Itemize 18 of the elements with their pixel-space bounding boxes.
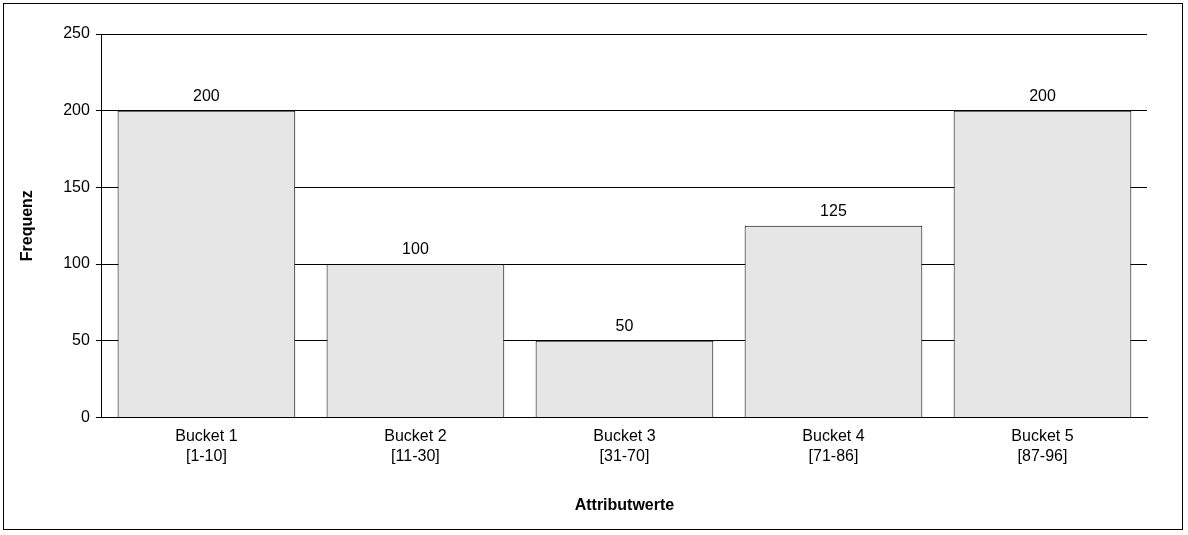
- data-label: 200: [1029, 87, 1056, 105]
- y-tick-label: 250: [63, 24, 90, 42]
- y-tick-label: 50: [72, 331, 90, 349]
- data-label: 50: [615, 317, 634, 335]
- y-tick-label: 100: [63, 254, 90, 272]
- x-tick-label: Bucket 2 [11-30]: [384, 427, 447, 464]
- x-axis-title: Attributwerte: [574, 495, 675, 513]
- data-label: 125: [820, 202, 847, 220]
- y-tick-label: 0: [80, 407, 90, 425]
- y-axis-title: Frequenz: [18, 190, 36, 262]
- x-tick-label: Bucket 5 [87-96]: [1011, 427, 1074, 464]
- data-label: 100: [402, 240, 429, 258]
- data-label: 200: [193, 87, 220, 105]
- y-tick-label: 150: [63, 177, 90, 195]
- y-tick-label: 200: [63, 101, 90, 119]
- x-tick-label: Bucket 1 [1-10]: [175, 427, 238, 464]
- x-tick-label: Bucket 4 [71-86]: [802, 427, 865, 464]
- x-tick-label: Bucket 3 [31-70]: [593, 427, 656, 464]
